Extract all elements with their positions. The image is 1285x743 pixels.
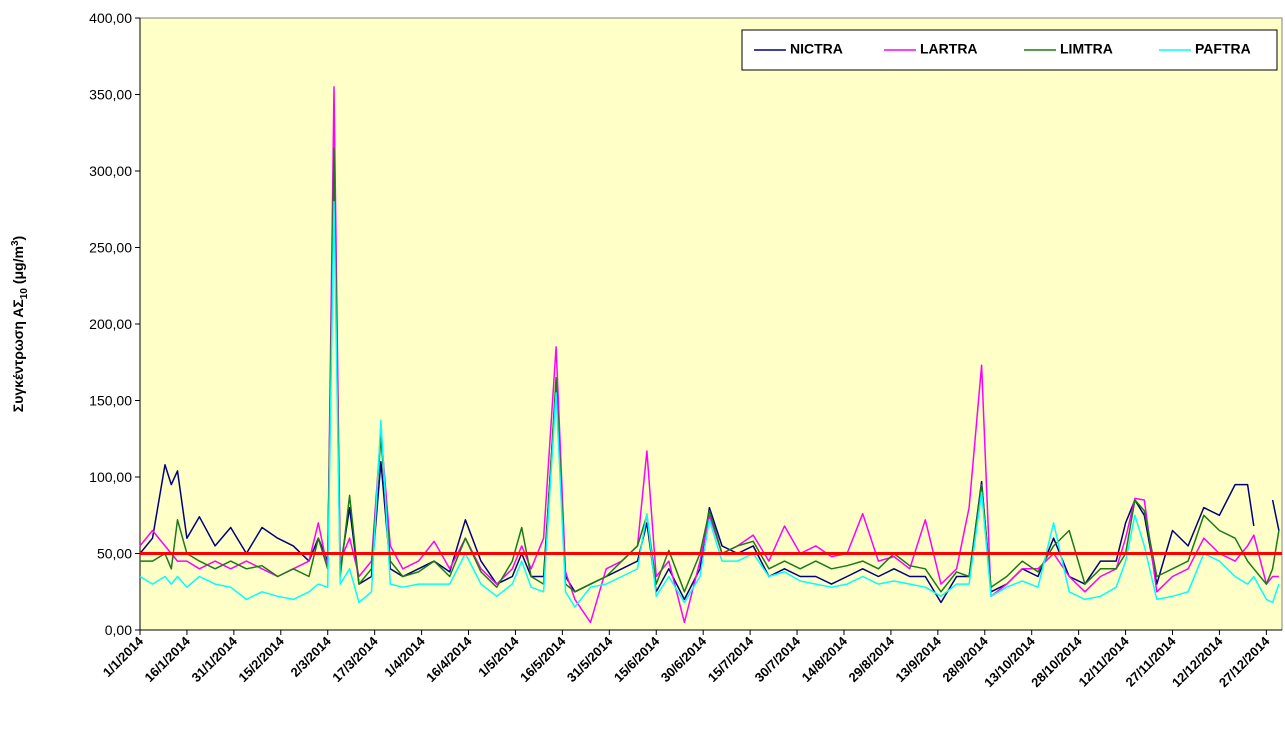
x-tick-label: 15/2/2014 (235, 633, 287, 685)
y-tick-label: 50,00 (97, 546, 132, 562)
x-tick-label: 1/4/2014 (381, 633, 428, 680)
y-tick-label: 150,00 (89, 393, 132, 409)
y-label-sub: 10 (19, 288, 30, 300)
y-label-sup: 3 (10, 240, 21, 246)
legend-label: LIMTRA (1060, 41, 1113, 57)
x-tick-label: 27/12/2014 (1216, 633, 1273, 690)
plot-area (139, 17, 1283, 631)
y-tick-label: 0,00 (105, 622, 132, 638)
series-line (139, 86, 1279, 624)
y-label-part: (μg/m (10, 246, 26, 288)
x-tick-label: 15/6/2014 (611, 633, 663, 685)
x-tick-label: 30/7/2014 (752, 633, 804, 685)
x-tick-label: 28/10/2014 (1028, 633, 1085, 690)
y-tick-label: 400,00 (89, 10, 132, 26)
y-tick-label: 350,00 (89, 87, 132, 103)
x-tick-label: 14/8/2014 (799, 633, 851, 685)
x-tick-label: 16/4/2014 (423, 633, 475, 685)
x-tick-label: 31/1/2014 (188, 633, 240, 685)
y-tick-label: 250,00 (89, 240, 132, 256)
y-axis-label: Συγκέντρωση ΑΣ10 (μg/m3) (10, 236, 30, 412)
x-tick-label: 16/5/2014 (517, 633, 569, 685)
legend-label: LARTRA (920, 41, 978, 57)
x-tick-label: 1/5/2014 (475, 633, 522, 680)
x-tick-label: 29/8/2014 (846, 633, 898, 685)
x-tick-label: 16/1/2014 (142, 633, 194, 685)
legend-label: NICTRA (790, 41, 843, 57)
x-tick-label: 30/6/2014 (658, 633, 710, 685)
y-tick-label: 200,00 (89, 316, 132, 332)
y-label-part: ) (10, 236, 26, 241)
y-tick-label: 100,00 (89, 469, 132, 485)
x-tick-label: 13/9/2014 (892, 633, 944, 685)
y-tick-label: 300,00 (89, 163, 132, 179)
x-tick-label: 1/1/2014 (100, 633, 147, 680)
x-tick-label: 15/7/2014 (705, 633, 757, 685)
x-tick-label: 17/3/2014 (329, 633, 381, 685)
legend-label: PAFTRA (1195, 41, 1251, 57)
x-tick-label: 31/5/2014 (564, 633, 616, 685)
x-tick-label: 2/3/2014 (287, 633, 334, 680)
y-label-part: Συγκέντρωση ΑΣ (10, 299, 26, 412)
series-line (139, 200, 1280, 608)
